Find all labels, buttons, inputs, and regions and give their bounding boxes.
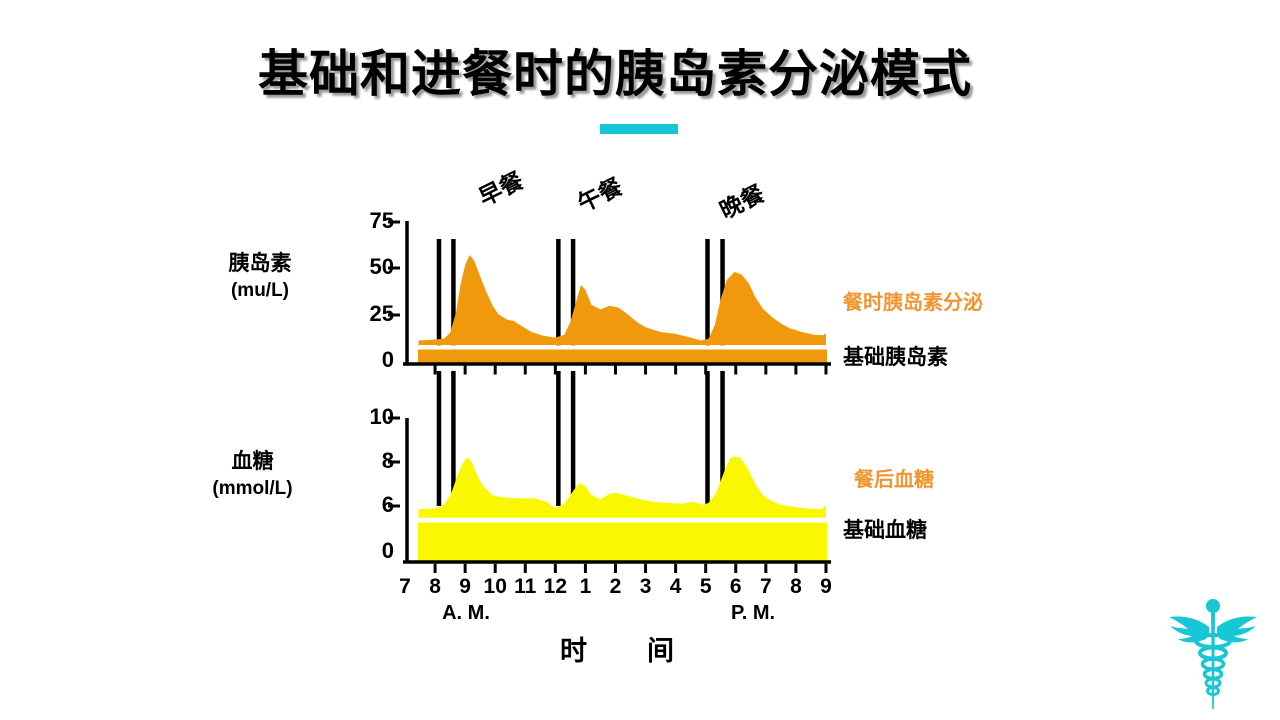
x-tick-label: 11: [514, 575, 537, 598]
glucose-axis-label-unit: (mmol/L): [212, 478, 293, 500]
insulin-meal-area: [418, 255, 826, 345]
insulin-y-tick-label: 0: [381, 347, 394, 372]
glucose-axis-label: 血糖 (mmol/L): [190, 448, 315, 502]
insulin-axis-label-name: 胰岛素: [228, 252, 292, 275]
x-tick-label: 9: [459, 575, 471, 598]
slide-title: 基础和进餐时的胰岛素分泌模式: [258, 46, 972, 102]
insulin-y-tick-label: 25: [369, 301, 394, 326]
am-label: A. M.: [442, 602, 490, 624]
legend-glucose-meal: 餐后血糖: [854, 469, 934, 491]
x-tick-label: 3: [639, 575, 652, 598]
title-underline: [600, 124, 678, 134]
glucose-y-tick-label: 10: [369, 404, 394, 429]
glucose-axis-label-name: 血糖: [231, 450, 274, 473]
x-tick-label: 8: [429, 575, 441, 598]
legend-insulin-meal: 餐时胰岛素分泌: [843, 292, 983, 314]
pm-label: P. M.: [730, 602, 776, 624]
glucose-basal-band: [418, 522, 827, 561]
x-tick-label: 10: [483, 575, 507, 598]
x-tick-label: 9: [820, 575, 832, 598]
x-tick-label: 12: [543, 575, 568, 598]
insulin-axis-label: 胰岛素 (mu/L): [200, 250, 320, 304]
x-tick-label: 6: [729, 575, 742, 598]
insulin-y-tick-label: 50: [369, 254, 394, 279]
x-tick-label: 1: [579, 575, 592, 598]
glucose-y-tick-label: 6: [381, 492, 394, 517]
insulin-basal-band: [418, 349, 827, 363]
x-tick-label: 7: [759, 575, 772, 598]
insulin-axis-label-unit: (mu/L): [230, 280, 290, 302]
x-axis-title: 时 间: [560, 636, 676, 666]
glucose-y-tick-label: 8: [381, 448, 394, 473]
legend-insulin-basal: 基础胰岛素: [843, 346, 948, 369]
glucose-meal-area: [418, 456, 826, 518]
legend-glucose-basal: 基础血糖: [843, 519, 927, 542]
x-tick-label: 8: [790, 575, 802, 598]
x-tick-label: 5: [699, 575, 712, 598]
caduceus-icon: [1169, 599, 1257, 709]
x-tick-label: 4: [669, 575, 682, 598]
glucose-y-tick-label: 0: [381, 538, 394, 563]
x-tick-label: 2: [609, 575, 622, 598]
x-tick-label: 7: [399, 575, 411, 598]
insulin-y-tick-label: 75: [369, 208, 394, 233]
